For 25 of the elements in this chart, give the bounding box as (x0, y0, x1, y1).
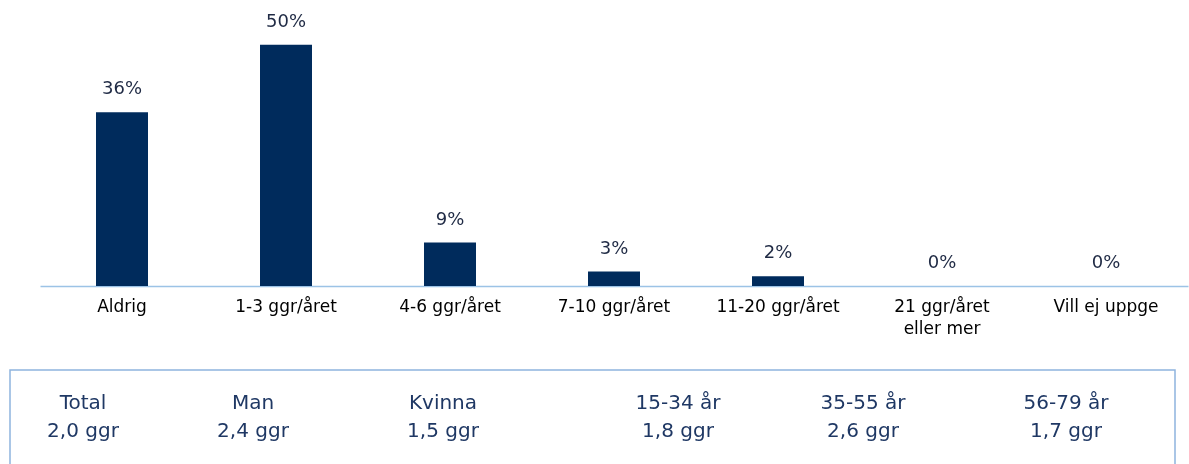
text: 56-79 år 1,7 ggr (1023, 390, 1110, 442)
bar (260, 44, 312, 286)
bar (96, 112, 148, 286)
x-tick-label: 1-3 ggr/året (235, 295, 338, 316)
data-label: 9% (435, 207, 465, 229)
x-tick-label: 7-10 ggr/året (557, 295, 671, 316)
x-tick-label: Vill ej uppge (1053, 295, 1159, 316)
x-tick-label: 21 ggr/året eller mer (894, 295, 991, 338)
data-label: 3% (599, 236, 629, 258)
text: Man 2,4 ggr (217, 390, 290, 442)
x-tick-label: 4-6 ggr/året (399, 295, 502, 316)
data-label: 0% (1091, 251, 1121, 272)
text: Kvinna 1,5 ggr (407, 390, 480, 442)
bar (752, 276, 804, 286)
x-tick-label: 11-20 ggr/året (716, 295, 840, 316)
data-label: 36% (101, 77, 143, 99)
bar (588, 271, 640, 286)
text: 35-55 år 2,6 ggr (820, 390, 907, 442)
bar (424, 242, 476, 286)
data-label: 50% (265, 9, 307, 31)
x-tick-label: Aldrig (97, 295, 147, 316)
text: 15-34 år 1,8 ggr (635, 390, 722, 442)
data-label: 2% (763, 241, 793, 263)
data-label: 0% (927, 251, 957, 272)
text: Total 2,0 ggr (47, 390, 120, 442)
